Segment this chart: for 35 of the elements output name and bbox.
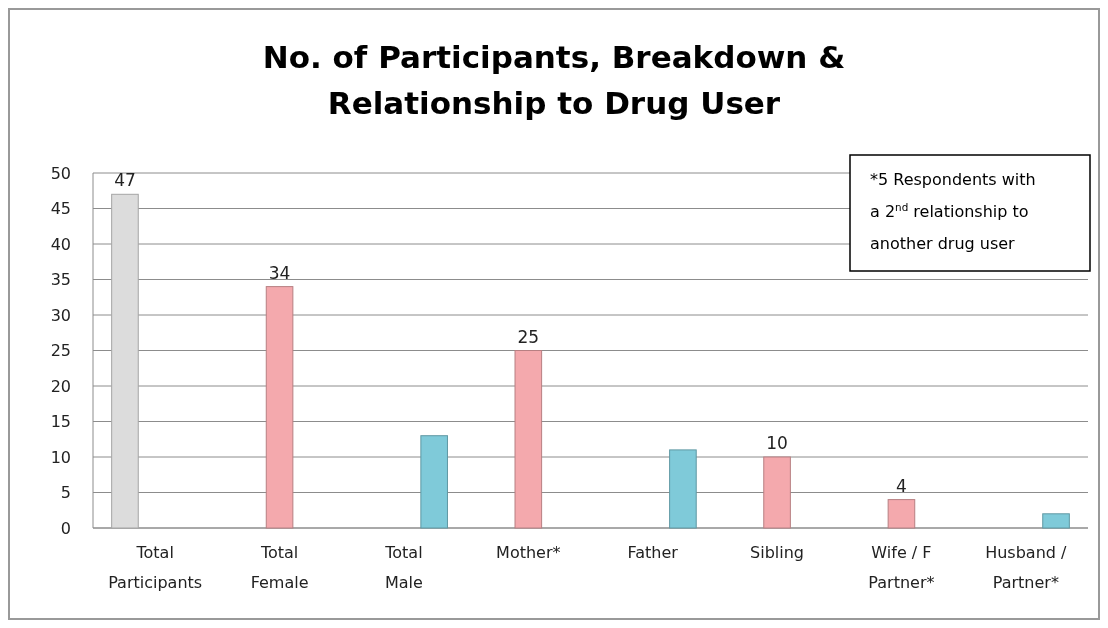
y-tick-label: 35: [50, 270, 71, 290]
x-tick-label: Father: [627, 543, 679, 562]
y-tick-label: 40: [50, 234, 71, 254]
data-label: 10: [766, 433, 788, 453]
y-tick-label: 10: [50, 447, 71, 467]
x-tick-label: Husband / Partner*: [985, 543, 1068, 592]
x-tick-label: Total Male: [384, 543, 423, 592]
x-tick-label: Total Female: [250, 543, 309, 592]
bar: [669, 449, 697, 529]
x-tick-label: Sibling: [750, 543, 805, 562]
data-label: 25: [517, 326, 540, 347]
bar: [265, 286, 294, 529]
bar: [514, 350, 543, 529]
annotation: *5 Respondents with a 2$^{nd}$ relationship to another drug user: [870, 170, 1036, 253]
y-tick-label: 45: [50, 199, 71, 219]
data-label: 47: [114, 170, 136, 191]
note-box: *5 Respondents with a 2$^{nd}$ relationship to another drug user: [849, 154, 1091, 272]
bar: [420, 435, 448, 529]
y-tick-label: 5: [60, 483, 71, 503]
y-tick-label: 0: [60, 518, 71, 538]
y-tick-label: 25: [50, 341, 71, 361]
x-tick-label: Wife / F Partner*: [868, 543, 935, 592]
bar: [763, 456, 791, 529]
data-label: 34: [268, 262, 291, 283]
bar: [887, 499, 916, 529]
bar: [111, 193, 139, 529]
x-tick-label: Mother*: [496, 543, 561, 562]
y-tick-label: 30: [50, 305, 71, 325]
y-tick-label: 50: [50, 163, 71, 183]
y-tick-label: 20: [50, 376, 71, 396]
x-tick-label: Total Participants: [108, 543, 203, 592]
y-tick-label: 15: [50, 412, 71, 432]
bar: [1042, 513, 1070, 529]
data-label: 4: [896, 475, 907, 496]
chart-title: No. of Participants, Breakdown & Relationship to Drug User: [262, 39, 846, 121]
